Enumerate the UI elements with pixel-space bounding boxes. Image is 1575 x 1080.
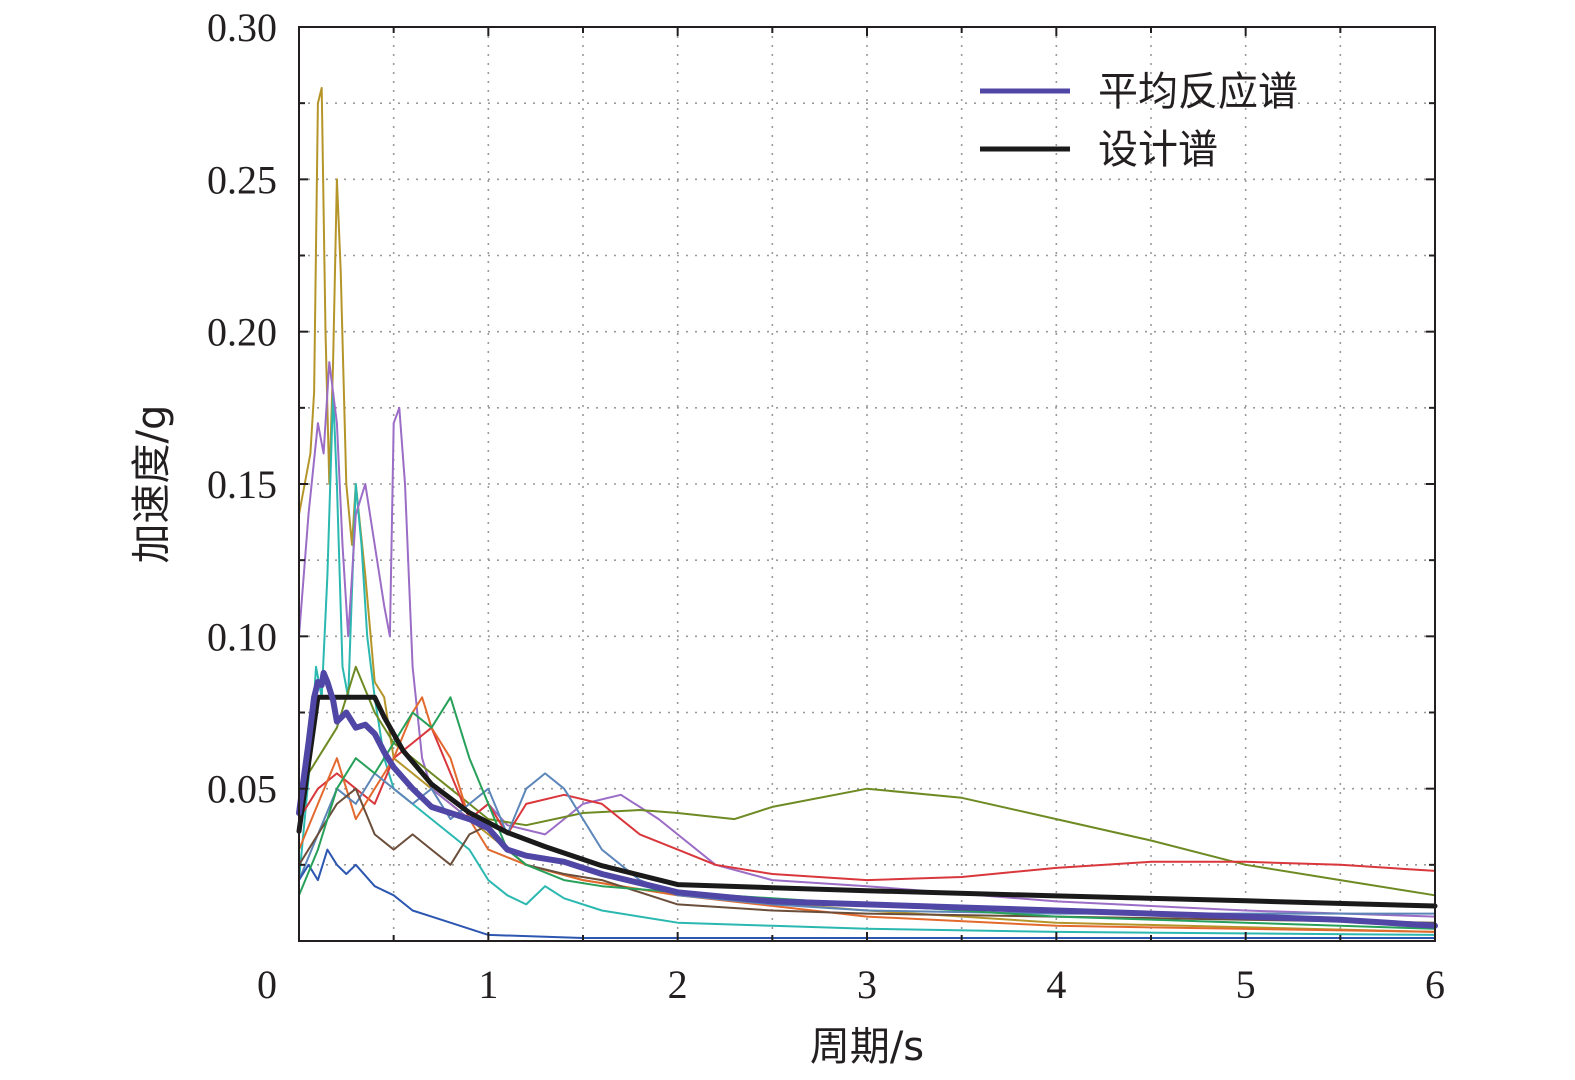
series-line-record-4	[298, 361, 1436, 918]
x-axis-title: 周期/s	[810, 1024, 924, 1070]
y-tick-label: 0.10	[207, 614, 277, 659]
x-tick-label: 1	[478, 962, 498, 1007]
y-tick-label: 0.05	[207, 767, 277, 812]
legend-label-average-spectrum: 平均反应谱	[1098, 69, 1298, 115]
x-tick-label: 2	[668, 962, 688, 1007]
x-tick-label: 0	[257, 962, 277, 1007]
y-tick-label: 0.20	[207, 310, 277, 355]
series-line-record-6	[298, 726, 1436, 882]
plot-area	[296, 86, 1438, 939]
x-tick-label: 5	[1236, 962, 1256, 1007]
x-tick-label: 3	[857, 962, 877, 1007]
legend-label-design-spectrum: 设计谱	[1098, 127, 1218, 173]
series-line-record-8	[298, 772, 1436, 915]
series-line-design-spectrum	[296, 694, 1438, 909]
axis-ticks	[298, 26, 1436, 942]
legend: 平均反应谱 设计谱	[980, 69, 1298, 173]
y-tick-label: 0.15	[207, 462, 277, 507]
x-tick-label: 4	[1046, 962, 1066, 1007]
y-axis-title: 加速度/g	[129, 405, 175, 564]
series-line-record-2	[298, 86, 1436, 933]
series-line-average-spectrum	[296, 669, 1438, 929]
x-tick-label: 6	[1425, 962, 1445, 1007]
y-tick-label: 0.25	[207, 157, 277, 202]
y-tick-label: 0.30	[207, 5, 277, 50]
tick-labels: 0 1 2 3 4 5 6 0.05 0.10 0.15 0.20 0.25 0.30	[207, 5, 1445, 1007]
series-line-record-3	[298, 391, 1436, 936]
series-line-record-5	[298, 665, 1436, 897]
